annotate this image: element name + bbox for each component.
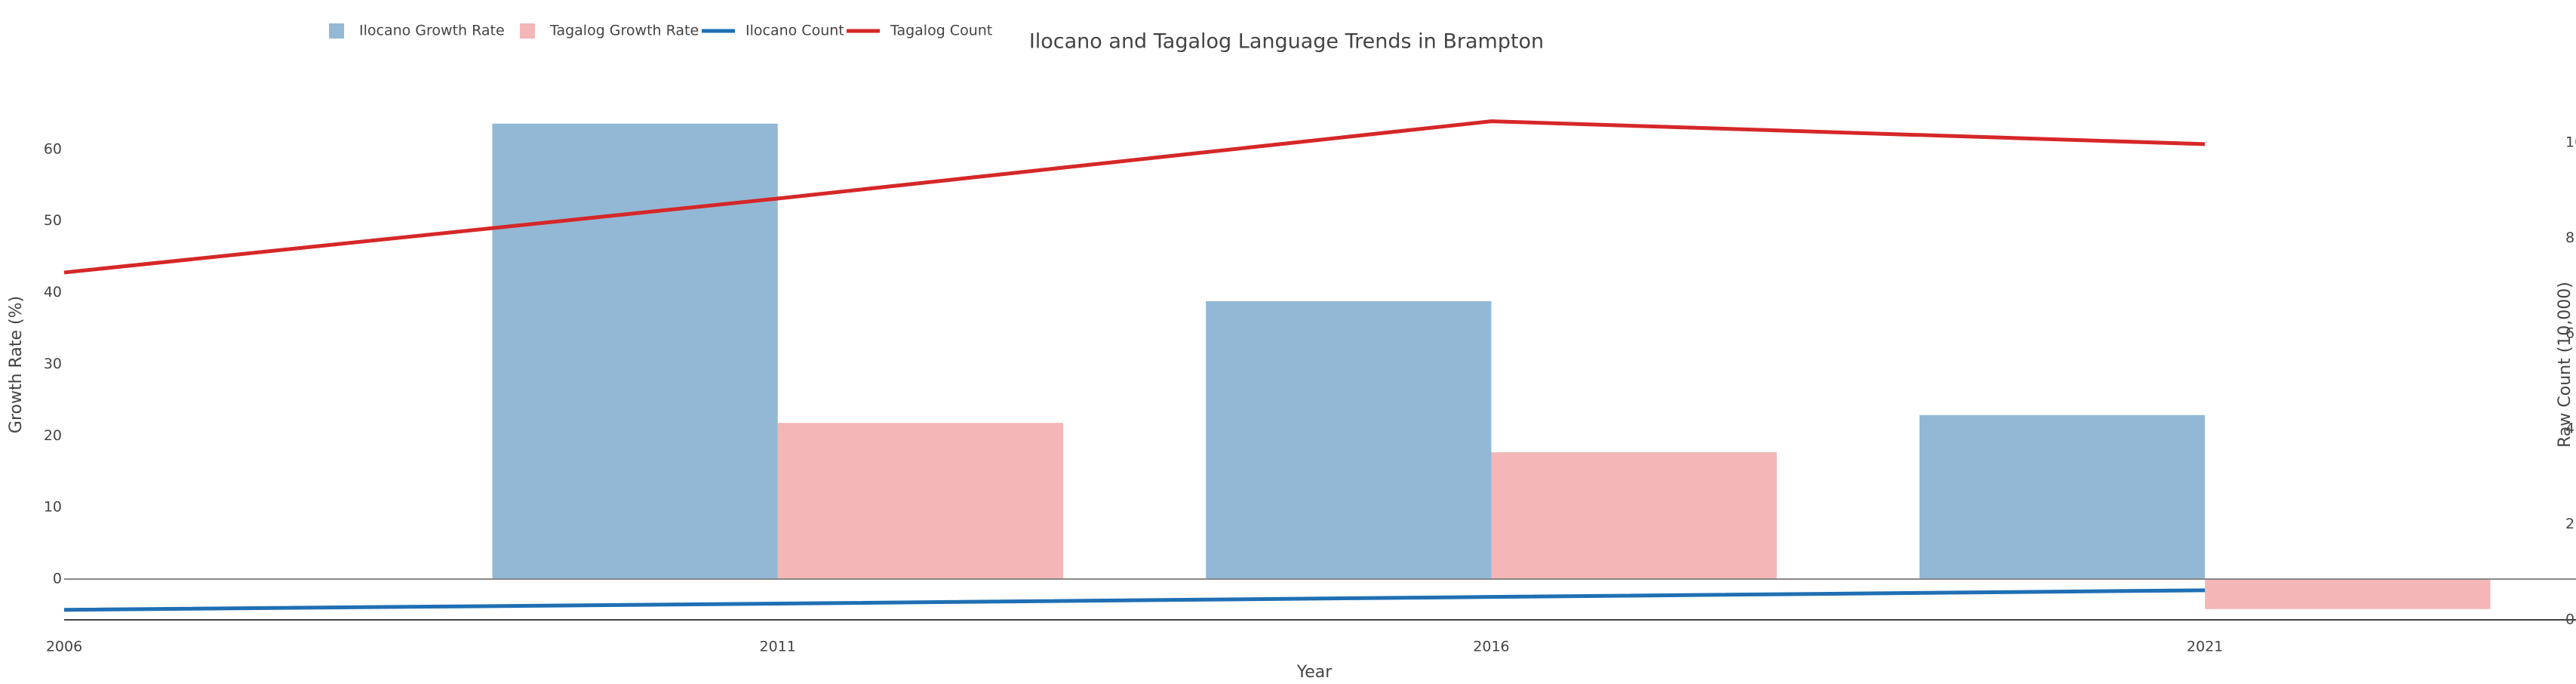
y-tick-label: 0 bbox=[53, 570, 62, 587]
bar bbox=[492, 123, 778, 579]
y-tick-label: 10 bbox=[44, 499, 62, 516]
legend-label: Ilocano Count bbox=[745, 23, 844, 39]
y-tick-label: 20 bbox=[44, 427, 62, 444]
y2-tick-label: 8 bbox=[2565, 230, 2574, 246]
y2-tick-label: 2 bbox=[2565, 516, 2574, 532]
line bbox=[63, 588, 2206, 612]
x-axis-title: Year bbox=[1296, 663, 1333, 682]
bar bbox=[1206, 300, 1492, 579]
x-tick-label: 2021 bbox=[2187, 639, 2223, 655]
y-tick-label: 60 bbox=[44, 140, 62, 157]
chart-title: Ilocano and Tagalog Language Trends in B… bbox=[1029, 30, 1544, 54]
line bbox=[63, 119, 2206, 275]
y2-tick-label: 4 bbox=[2565, 421, 2574, 437]
bar bbox=[777, 423, 1064, 579]
legend-label: Tagalog Count bbox=[890, 23, 992, 39]
x-tick-label: 2011 bbox=[760, 639, 796, 655]
x-tick-label: 2016 bbox=[1473, 639, 1509, 655]
x-tick-label: 2006 bbox=[46, 639, 82, 655]
y2-axis-title: Raw Count (10,000) bbox=[2556, 282, 2574, 448]
bar bbox=[1919, 414, 2206, 579]
y-tick-label: 30 bbox=[44, 356, 62, 372]
y2-tick-label: 6 bbox=[2565, 325, 2574, 341]
y-tick-label: 40 bbox=[44, 284, 62, 300]
bar bbox=[2205, 578, 2491, 609]
bar bbox=[1491, 452, 1777, 579]
legend-label: Tagalog Growth Rate bbox=[549, 23, 699, 39]
legend-swatch bbox=[520, 23, 535, 39]
legend-swatch bbox=[329, 23, 344, 39]
legend-label: Ilocano Growth Rate bbox=[359, 23, 505, 39]
y2-tick-label: 10 bbox=[2565, 134, 2576, 151]
y-axis-title: Growth Rate (%) bbox=[7, 296, 26, 433]
y-tick-label: 50 bbox=[44, 212, 62, 229]
